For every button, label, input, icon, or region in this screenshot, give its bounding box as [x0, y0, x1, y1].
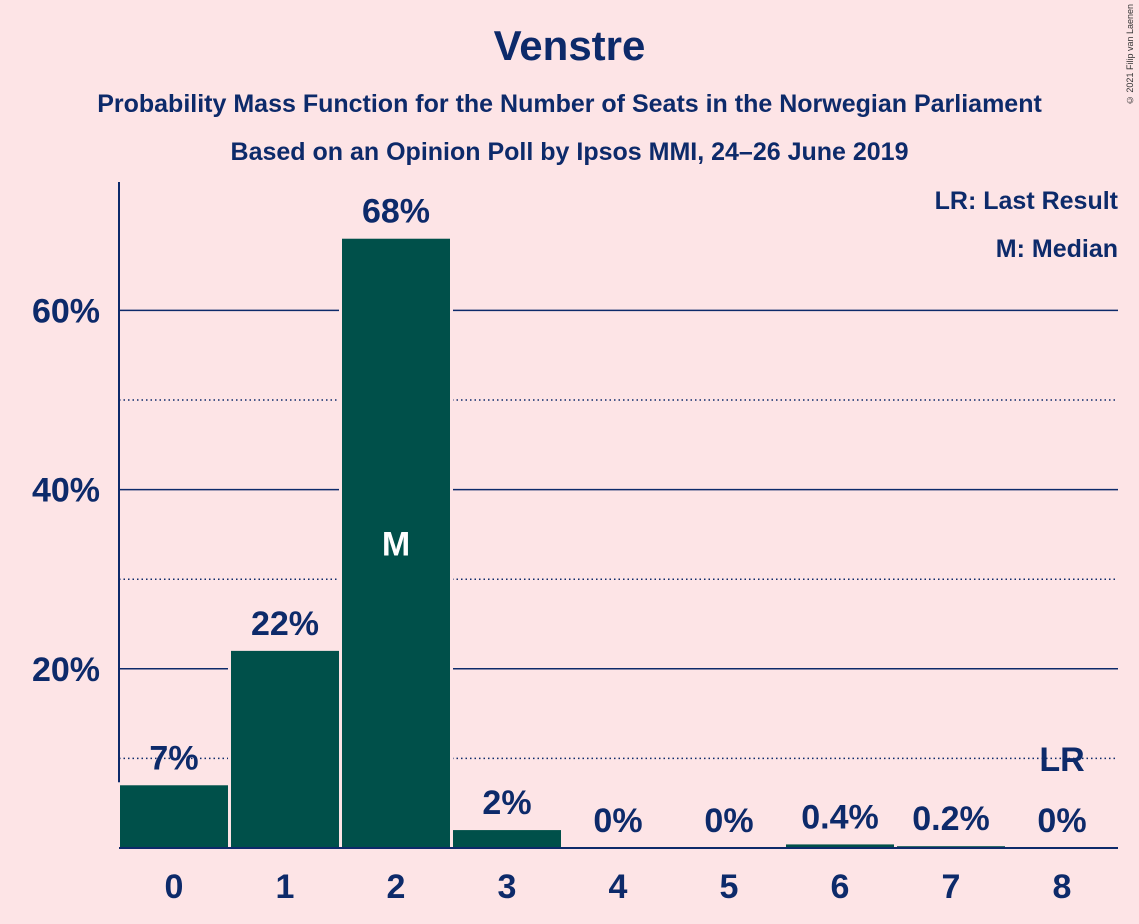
x-tick-label: 7 — [942, 868, 961, 906]
bar-value-label: 0% — [1037, 802, 1086, 840]
bar-value-label: 68% — [362, 193, 430, 231]
chart-title: Venstre — [493, 22, 646, 69]
legend-last-result: LR: Last Result — [935, 187, 1119, 215]
chart-subtitle-poll: Based on an Opinion Poll by Ipsos MMI, 2… — [230, 138, 909, 166]
bar-value-label: 2% — [482, 784, 531, 822]
x-tick-label: 8 — [1053, 868, 1072, 906]
bar-value-label: 22% — [251, 605, 319, 643]
x-tick-label: 5 — [720, 868, 739, 906]
bar-value-label: 0.2% — [912, 800, 990, 838]
grid-lines — [118, 182, 1118, 848]
x-tick-label: 4 — [609, 868, 628, 906]
y-tick-label: 40% — [32, 472, 100, 510]
bar — [342, 238, 450, 849]
x-tick-label: 3 — [498, 868, 517, 906]
x-tick-label: 0 — [165, 868, 184, 906]
bar — [231, 650, 339, 848]
legend-median: M: Median — [996, 235, 1118, 263]
x-tick-label: 2 — [387, 868, 406, 906]
labels: 20% 40% 60% 0 1 2 3 4 5 6 7 8 7% 22% 68% 2% 0% 0% 0.4% 0.2%… — [32, 193, 1087, 906]
median-marker: M — [382, 525, 410, 563]
bar-value-label: 0% — [704, 802, 753, 840]
y-tick-label: 60% — [32, 292, 100, 330]
chart-subtitle: Probability Mass Function for the Number… — [97, 90, 1042, 118]
bar-value-label: 0% — [593, 802, 642, 840]
x-tick-label: 1 — [276, 868, 295, 906]
bar — [120, 785, 228, 848]
bar-outline — [894, 843, 1008, 848]
last-result-marker: LR — [1039, 741, 1084, 779]
bar-value-label: 7% — [149, 739, 198, 777]
bar — [786, 844, 894, 848]
bar — [453, 830, 561, 848]
y-tick-label: 20% — [32, 651, 100, 689]
bars — [117, 235, 1118, 849]
x-tick-label: 6 — [831, 868, 850, 906]
bar-value-label: 0.4% — [801, 798, 879, 836]
